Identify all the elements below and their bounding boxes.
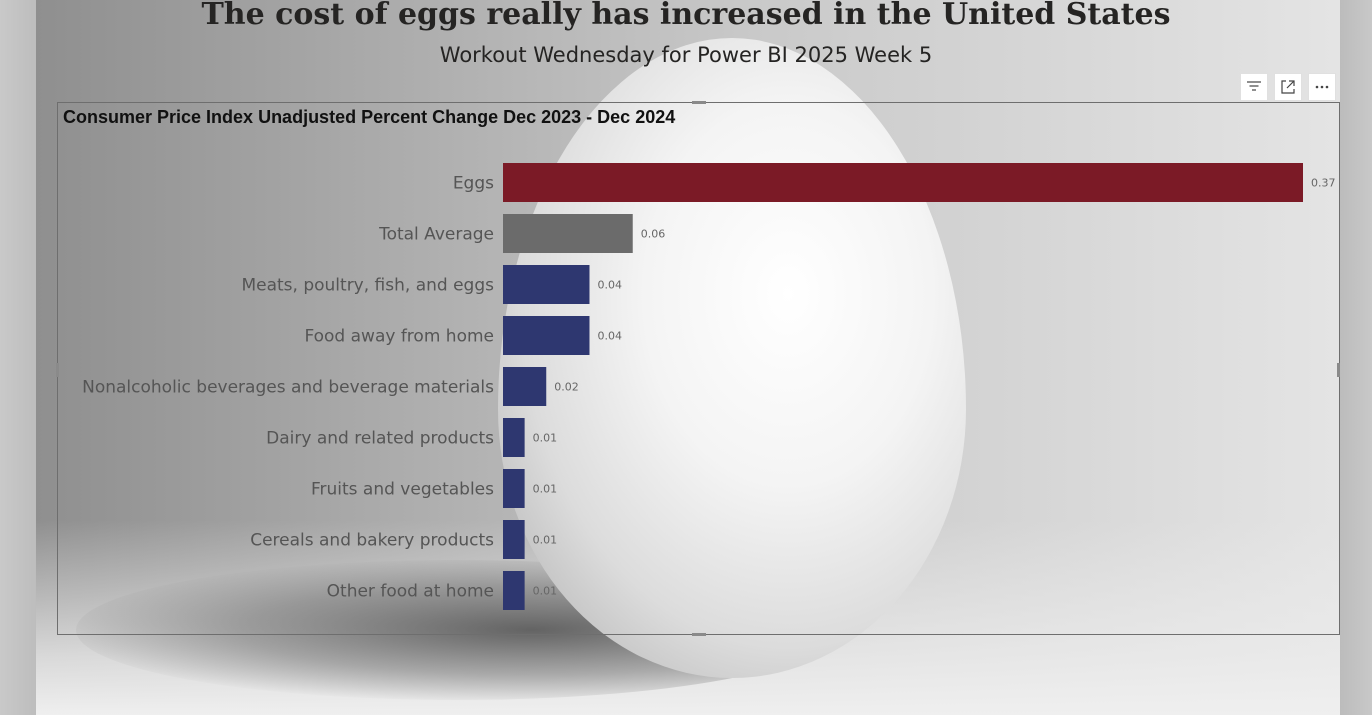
report-subtitle: Workout Wednesday for Power BI 2025 Week… [439,43,933,67]
category-label: Eggs [453,174,494,194]
more-options-button[interactable] [1308,73,1336,101]
filter-button[interactable] [1240,73,1268,101]
bar-chart: Eggs 0.37 Total Average 0.06 Meats, poultry,… [82,163,1336,610]
bar[interactable] [503,163,1303,202]
bar[interactable] [503,367,547,406]
resize-handle-left[interactable] [56,363,59,377]
data-label: 0.04 [597,279,622,292]
more-options-icon [1315,85,1329,89]
page-margin-left [0,0,36,715]
egg-image [498,38,966,678]
category-label: Fruits and vegetables [311,480,494,500]
data-label: 0.01 [533,585,558,598]
chart-title: Consumer Price Index Unadjusted Percent … [63,107,676,127]
category-label: Total Average [378,225,494,245]
bar[interactable] [503,214,633,253]
category-label: Food away from home [304,327,494,347]
bar-chart-visual[interactable]: Consumer Price Index Unadjusted Percent … [56,101,1340,636]
visual-header-toolbar [1240,73,1336,101]
bar[interactable] [503,316,590,355]
data-label: 0.04 [597,330,622,343]
bar[interactable] [503,418,525,457]
page-margin-right [1340,0,1372,715]
bar[interactable] [503,520,525,559]
bar[interactable] [503,265,590,304]
data-label: 0.06 [641,228,666,241]
data-label: 0.01 [533,432,558,445]
data-label: 0.37 [1311,177,1336,190]
resize-handle-top[interactable] [692,101,706,104]
category-label: Dairy and related products [266,429,494,449]
data-label: 0.01 [533,483,558,496]
category-label: Other food at home [327,582,494,602]
category-label: Meats, poultry, fish, and eggs [241,276,494,296]
resize-handle-bottom[interactable] [692,633,706,636]
filter-icon [1247,81,1261,91]
category-label: Nonalcoholic beverages and beverage mate… [82,378,494,398]
data-label: 0.01 [533,534,558,547]
report-title: The cost of eggs really has increased in… [201,0,1171,32]
bar[interactable] [503,571,525,610]
resize-handle-right[interactable] [1337,363,1340,377]
category-label: Cereals and bakery products [250,531,494,551]
focus-mode-button[interactable] [1274,73,1302,101]
bar[interactable] [503,469,525,508]
data-label: 0.02 [554,381,579,394]
background-image [36,0,1340,715]
focus-mode-icon [1281,80,1295,94]
